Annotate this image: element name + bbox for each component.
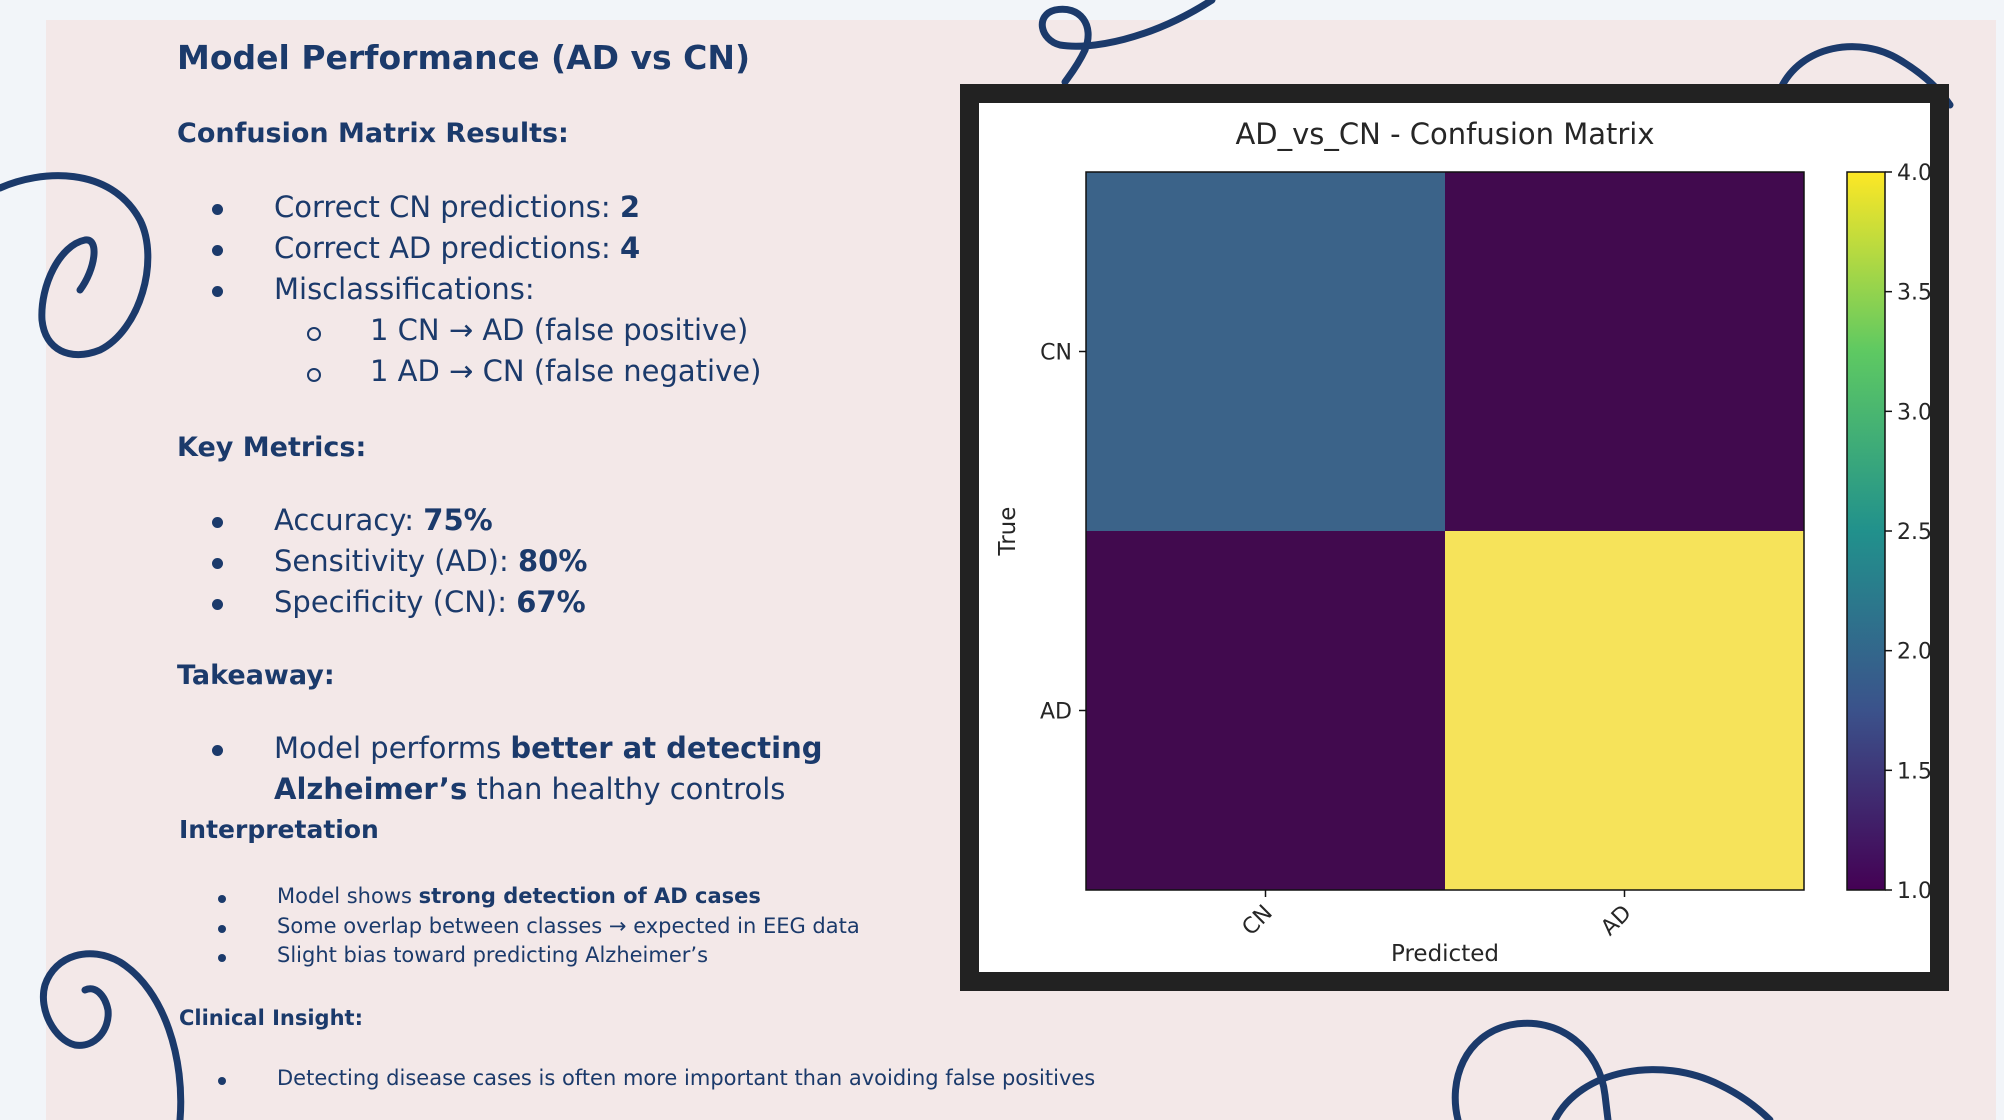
sub-bullet: [307, 327, 321, 341]
bullet: [212, 745, 223, 756]
chart-title: AD_vs_CN - Confusion Matrix: [1235, 117, 1654, 151]
chart-frame: AD_vs_CN - Confusion Matrix CN AD CN AD Predi…: [960, 84, 1949, 991]
plot-border: [1085, 171, 1805, 891]
colorbar-tick-label: 4.0: [1897, 161, 1930, 186]
x-tick-label: AD: [1596, 901, 1636, 941]
interpretation-item-2: Some overlap between classes → expected …: [277, 914, 860, 938]
bullet: [218, 1077, 226, 1085]
takeaway-heading: Takeaway:: [177, 660, 335, 691]
metric-sensitivity: Sensitivity (AD): 80%: [274, 544, 588, 578]
x-axis-label: Predicted: [1391, 941, 1499, 967]
sub-bullet: [307, 368, 321, 382]
list-item-misclassifications: Misclassifications:: [274, 272, 535, 306]
y-axis-label: True: [995, 507, 1021, 557]
page-title: Model Performance (AD vs CN): [177, 38, 751, 77]
interpretation-item-3: Slight bias toward predicting Alzheimer’…: [277, 943, 709, 967]
bullet: [212, 245, 223, 256]
clinical-heading: Clinical Insight:: [179, 1006, 363, 1030]
colorbar: [1846, 171, 1886, 891]
heatmap-cell-cn-ad: [1445, 172, 1804, 531]
heatmap-cell-ad-cn: [1086, 531, 1445, 890]
bullet: [212, 599, 223, 610]
list-item-false-negative: 1 AD → CN (false negative): [370, 354, 762, 388]
bullet: [212, 558, 223, 569]
colorbar-tick-label: 2.0: [1897, 640, 1930, 665]
x-tick-label: CN: [1238, 901, 1278, 941]
bullet: [212, 517, 223, 528]
confusion-heading: Confusion Matrix Results:: [177, 118, 569, 149]
bullet: [212, 286, 223, 297]
colorbar-tick-label: 3.0: [1897, 400, 1930, 425]
list-item-false-positive: 1 CN → AD (false positive): [370, 313, 749, 347]
colorbar-tick-label: 3.5: [1897, 281, 1930, 306]
interpretation-item-1: Model shows strong detection of AD cases: [277, 884, 761, 908]
bullet: [218, 925, 226, 933]
confusion-matrix-chart: AD_vs_CN - Confusion Matrix CN AD CN AD Predi…: [995, 117, 1930, 967]
y-tick-label: AD: [1040, 700, 1072, 725]
bullet: [212, 204, 223, 215]
list-item-correct-ad: Correct AD predictions: 4: [274, 231, 641, 265]
clinical-item-1: Detecting disease cases is often more im…: [277, 1066, 1096, 1090]
bullet: [218, 954, 226, 962]
colorbar-tick-label: 2.5: [1897, 520, 1930, 545]
list-item-correct-cn: Correct CN predictions: 2: [274, 190, 641, 224]
colorbar-tick-label: 1.0: [1897, 879, 1930, 904]
heatmap-cell-cn-cn: [1086, 172, 1445, 531]
metric-specificity: Specificity (CN): 67%: [274, 585, 586, 619]
takeaway-line-1: Model performs better at detecting: [274, 731, 823, 765]
metric-accuracy: Accuracy: 75%: [274, 503, 493, 537]
interpretation-heading: Interpretation: [179, 815, 379, 844]
takeaway-line-2: Alzheimer’s than healthy controls: [274, 772, 786, 806]
chart-plot-area: AD_vs_CN - Confusion Matrix CN AD CN AD Predi…: [979, 103, 1930, 972]
y-tick-label: CN: [1040, 341, 1072, 366]
metrics-heading: Key Metrics:: [177, 432, 367, 463]
colorbar-tick-label: 1.5: [1897, 759, 1930, 784]
bullet: [218, 895, 226, 903]
heatmap-cell-ad-ad: [1445, 531, 1804, 890]
